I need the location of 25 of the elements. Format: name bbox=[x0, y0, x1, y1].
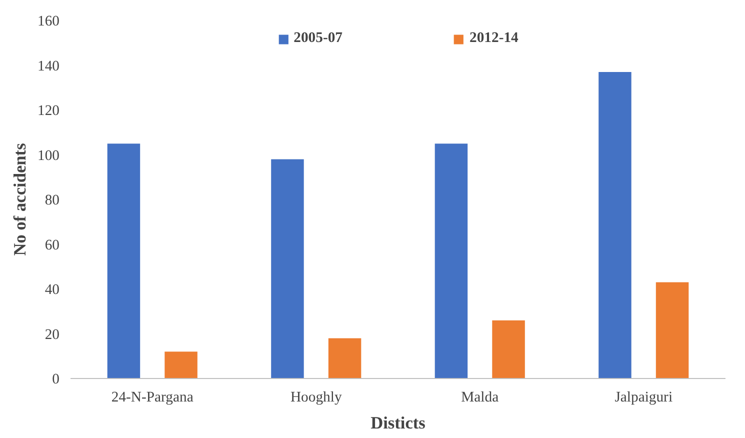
bar bbox=[492, 320, 525, 378]
x-tick-label: Malda bbox=[461, 390, 500, 406]
bar bbox=[164, 352, 198, 378]
y-tick-label: 0 bbox=[52, 372, 60, 388]
x-axis-title: Disticts bbox=[370, 414, 426, 432]
y-tick-label: 40 bbox=[44, 282, 60, 298]
legend-label: 2005-07 bbox=[294, 30, 342, 47]
bar bbox=[271, 159, 304, 378]
bar bbox=[434, 144, 468, 378]
y-tick-label: 160 bbox=[38, 14, 60, 30]
y-tick-label: 20 bbox=[44, 326, 60, 343]
y-tick-label: 120 bbox=[38, 103, 60, 119]
bar bbox=[656, 282, 689, 378]
y-tick-label: 80 bbox=[44, 192, 60, 208]
x-tick-label: Hooghly bbox=[290, 390, 342, 406]
x-tick-label: 24-N-Pargana bbox=[111, 390, 194, 406]
y-axis-title: No of accidents bbox=[10, 142, 30, 256]
legend-label: 2012-14 bbox=[470, 30, 518, 47]
y-tick-label: 60 bbox=[44, 237, 60, 254]
y-tick-label: 100 bbox=[38, 148, 60, 164]
y-tick-label: 140 bbox=[38, 58, 60, 74]
bar bbox=[107, 144, 140, 378]
bar bbox=[328, 338, 362, 378]
bar bbox=[598, 72, 632, 378]
x-tick-label: Jalpaiguri bbox=[614, 390, 673, 406]
